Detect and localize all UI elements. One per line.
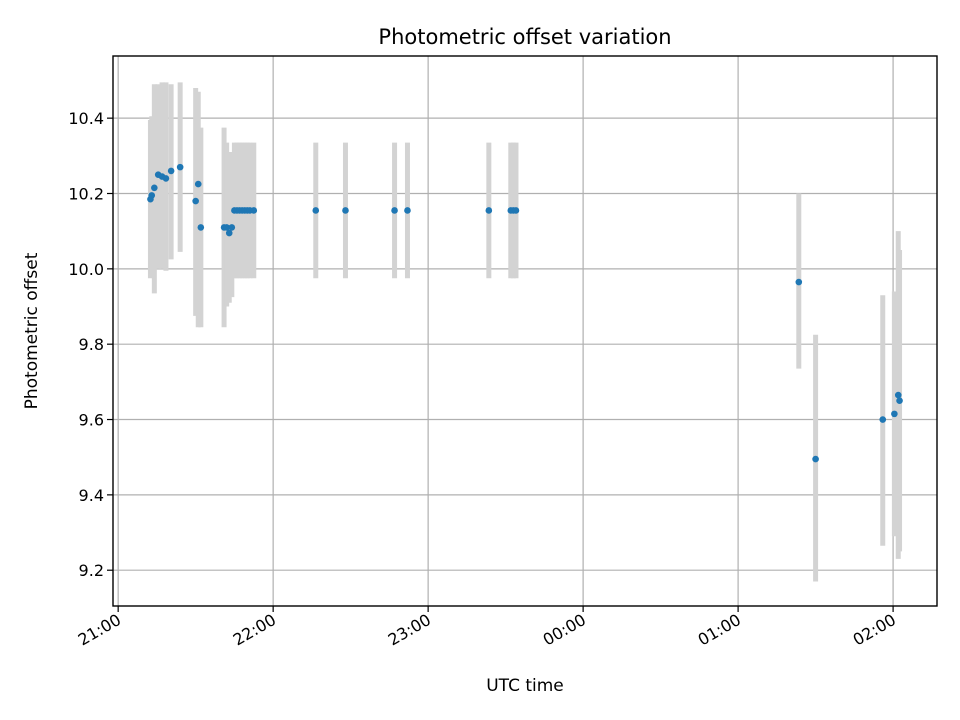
data-point bbox=[151, 184, 158, 192]
y-axis-label: Photometric offset bbox=[22, 252, 42, 409]
data-point bbox=[250, 207, 258, 214]
data-point bbox=[197, 224, 205, 231]
data-point bbox=[312, 207, 320, 214]
data-point bbox=[485, 207, 493, 214]
x-axis-label: UTC time bbox=[486, 676, 564, 696]
y-tick-label: 9.2 bbox=[79, 561, 104, 580]
data-point bbox=[879, 416, 887, 423]
data-point bbox=[162, 175, 170, 182]
y-tick-label: 10.0 bbox=[68, 260, 104, 279]
y-tick-label: 9.6 bbox=[79, 411, 104, 430]
data-points bbox=[147, 163, 903, 463]
data-point bbox=[795, 278, 803, 286]
data-point bbox=[223, 224, 230, 231]
data-point bbox=[812, 455, 819, 463]
data-point bbox=[404, 207, 411, 214]
y-tick-label: 10.4 bbox=[68, 109, 104, 128]
data-point bbox=[228, 224, 236, 231]
data-point bbox=[894, 391, 902, 399]
y-tick-label: 9.8 bbox=[79, 335, 104, 354]
axis-ticks: 21:00 22:00 23:00 00:00 01:00 02:009.29.49.69… bbox=[68, 109, 899, 649]
plot-frame bbox=[112, 55, 938, 607]
data-point bbox=[148, 192, 156, 199]
data-point bbox=[192, 197, 199, 205]
chart-title: Photometric offset variation bbox=[378, 25, 671, 49]
data-point bbox=[512, 207, 520, 214]
data-point bbox=[225, 229, 233, 237]
y-tick-label: 10.2 bbox=[68, 185, 104, 204]
y-tick-label: 9.4 bbox=[79, 486, 104, 505]
data-point bbox=[194, 180, 202, 188]
data-point bbox=[167, 167, 175, 175]
data-point bbox=[896, 397, 903, 404]
data-point bbox=[391, 207, 398, 214]
data-point bbox=[891, 410, 898, 418]
data-point bbox=[342, 207, 349, 214]
data-point bbox=[176, 163, 184, 171]
